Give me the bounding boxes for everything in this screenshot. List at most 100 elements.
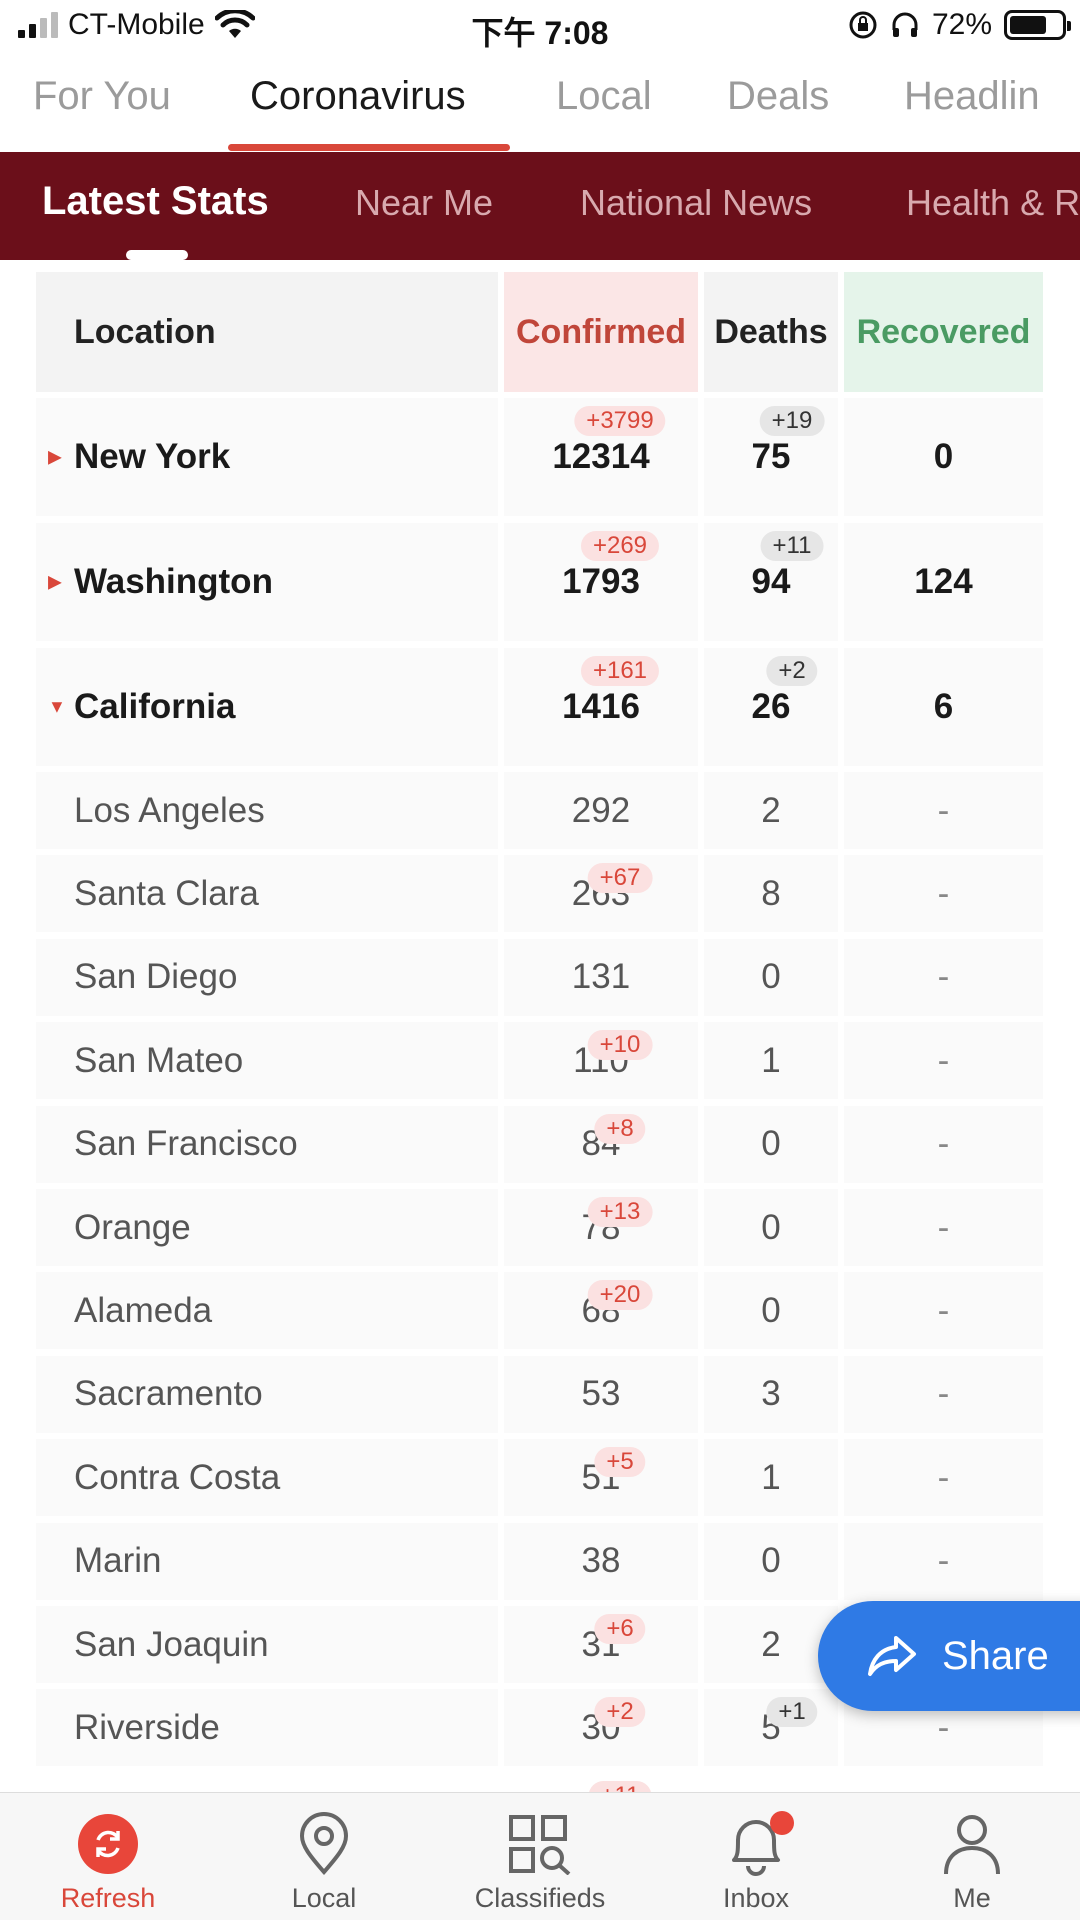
collapsed-arrow-icon[interactable]: ▶ [48,571,62,592]
battery-icon [1004,10,1071,40]
tab-local[interactable]: Local [556,74,652,118]
tab-for-you[interactable]: For You [33,74,171,118]
status-left: CT-Mobile [18,8,255,42]
county-row[interactable]: Los Angeles 292 2 - [36,772,1043,849]
state-row-california[interactable]: ▼ California 1416 +161 26 +2 6 [36,648,1043,766]
state-name-cell: ▼ California [36,648,498,766]
county-name: Orange [74,1207,191,1247]
confirmed-cell: 78 +13 [504,1189,698,1266]
nav-refresh[interactable]: Refresh [0,1793,216,1920]
subtab-latest-stats[interactable]: Latest Stats [42,179,269,223]
delta-badge: +2 [594,1697,646,1728]
deaths-cell: 0 [704,1522,838,1600]
cell-value: 12314 [552,437,650,476]
state-row-washington[interactable]: ▶ Washington 1793 +269 94 +11 124 [36,523,1043,641]
header-recovered[interactable]: Recovered [844,272,1043,392]
confirmed-cell: 84 +8 [504,1105,698,1183]
nav-local[interactable]: Local [216,1793,432,1920]
cell-value: 8 [761,873,781,913]
cell-value: 6 [933,687,954,726]
recovered-cell: - [844,1022,1043,1100]
county-name-cell: Los Angeles [36,772,498,849]
recovered-cell: - [844,1189,1043,1266]
tab-deals[interactable]: Deals [727,74,830,118]
recovered-cell: - [844,1439,1043,1517]
recovered-cell: - [844,1272,1043,1350]
cell-value: 38 [581,1541,621,1581]
status-bar: CT-Mobile 下午 7:08 72% [0,0,1080,54]
stats-table: Location Confirmed Deaths Recovered ▶ New… [36,272,1043,1811]
cell-value: 1 [761,1040,781,1080]
tab-coronavirus[interactable]: Coronavirus [250,74,466,118]
nav-classifieds[interactable]: Classifieds [432,1793,648,1920]
confirmed-cell: 1416 +161 [504,648,698,766]
confirmed-cell: 53 [504,1355,698,1433]
county-name-cell: San Mateo [36,1022,498,1100]
deaths-cell: 2 [704,1606,838,1683]
share-label: Share [942,1633,1049,1678]
deaths-cell: 26 +2 [704,648,838,766]
county-row[interactable]: San Francisco 84 +8 0 - [36,1105,1043,1183]
cell-value: 1793 [562,562,640,601]
classifieds-icon [509,1815,571,1875]
header-location[interactable]: Location [36,272,498,392]
cell-value: - [937,957,950,997]
cell-value: 0 [761,1207,781,1247]
cell-value: - [937,1290,950,1330]
expanded-arrow-icon[interactable]: ▼ [48,696,66,717]
cell-value: 75 [751,437,791,476]
nav-inbox[interactable]: Inbox [648,1793,864,1920]
rotation-lock-icon [849,11,877,39]
table-header: Location Confirmed Deaths Recovered [36,272,1043,392]
header-confirmed[interactable]: Confirmed [504,272,698,392]
cell-value: 0 [933,437,954,476]
cell-value: - [937,1040,950,1080]
nav-me[interactable]: Me [864,1793,1080,1920]
wifi-icon [214,10,255,38]
county-row[interactable]: San Diego 131 0 - [36,938,1043,1016]
county-name: Riverside [74,1707,220,1747]
bottom-nav: Refresh Local Classifieds [0,1792,1080,1920]
header-deaths[interactable]: Deaths [704,272,838,392]
state-name-cell: ▶ Washington [36,523,498,641]
delta-badge: +3799 [574,406,666,436]
top-tabs: For You Coronavirus Local Deals Headlin [0,64,1080,152]
state-name-cell: ▶ New York [36,398,498,516]
county-row[interactable]: San Mateo 110 +10 1 - [36,1022,1043,1100]
cell-value: 0 [761,957,781,997]
delta-badge: +13 [587,1197,653,1227]
recovered-cell: 0 [844,398,1043,516]
confirmed-cell: 38 [504,1522,698,1600]
status-right: 72% [848,8,1071,42]
county-name-cell: Orange [36,1189,498,1266]
confirmed-cell: 131 [504,938,698,1016]
recovered-cell: 6 [844,648,1043,766]
state-row-new-york[interactable]: ▶ New York 12314 +3799 75 +19 0 [36,398,1043,516]
county-name-cell: Sacramento [36,1355,498,1433]
cell-value: - [937,1707,950,1747]
cell-value: 131 [571,957,631,997]
cell-value: 124 [914,562,973,601]
subtab-national-news[interactable]: National News [580,182,813,223]
county-row[interactable]: Orange 78 +13 0 - [36,1189,1043,1266]
subtab-near-me[interactable]: Near Me [355,182,494,223]
county-row[interactable]: Alameda 68 +20 0 - [36,1272,1043,1350]
county-name-cell: Riverside [36,1689,498,1767]
state-name: Washington [74,562,273,601]
delta-badge: +161 [580,656,660,686]
deaths-cell: 75 +19 [704,398,838,516]
tab-headlines[interactable]: Headlin [904,74,1040,118]
cell-value: - [937,1374,950,1414]
recovered-cell: - [844,1105,1043,1183]
collapsed-arrow-icon[interactable]: ▶ [48,446,62,467]
delta-badge: +10 [587,1030,653,1061]
county-row[interactable]: Santa Clara 263 +67 8 - [36,855,1043,933]
county-row[interactable]: Sacramento 53 3 - [36,1355,1043,1433]
location-pin-icon [299,1812,349,1876]
subtab-health[interactable]: Health & R [906,182,1080,223]
share-button[interactable]: Share [818,1601,1080,1711]
county-row[interactable]: Contra Costa 51 +5 1 - [36,1439,1043,1517]
cell-value: 0 [761,1124,781,1164]
cell-value: - [937,873,950,913]
county-row[interactable]: Marin 38 0 - [36,1522,1043,1600]
